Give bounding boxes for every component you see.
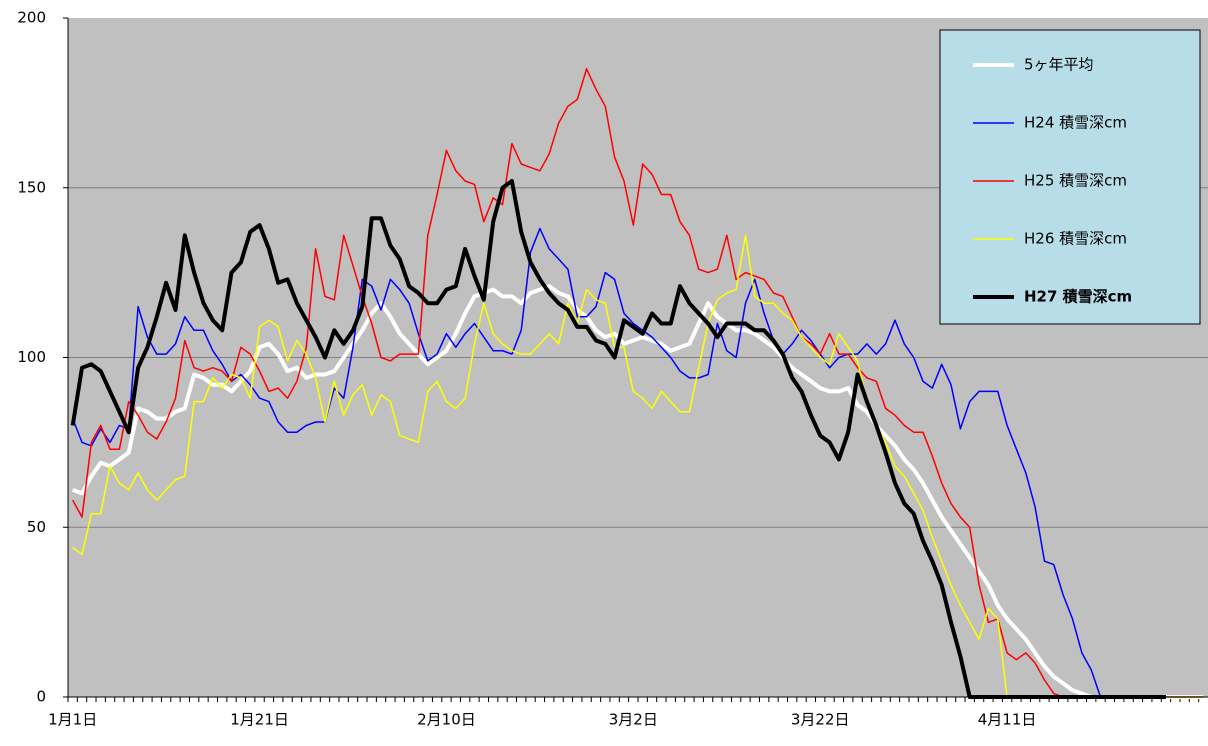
x-tick-label: 1月1日 [48,711,97,729]
legend-label: H24 積雪深cm [1024,114,1127,132]
y-tick-label: 100 [17,348,46,366]
y-tick-label: 50 [27,518,46,536]
legend-entry: H27 積雪深cm [973,288,1132,306]
legend-label: 5ヶ年平均 [1024,56,1094,74]
legend-entry: H26 積雪深cm [973,230,1127,248]
y-tick-label: 0 [36,688,46,706]
legend-entry: H25 積雪深cm [973,172,1127,190]
x-tick-label: 3月2日 [609,711,658,729]
legend-entry: 5ヶ年平均 [973,56,1094,74]
x-tick-label: 4月11日 [978,711,1037,729]
legend: 5ヶ年平均 H24 積雪深cm H25 積雪深cm H26 積雪深cm H27 積雪深c… [939,29,1201,325]
legend-label: H25 積雪深cm [1024,172,1127,190]
x-tick-label: 1月21日 [230,711,289,729]
x-tick-label: 3月22日 [791,711,850,729]
series-line [72,284,1204,699]
legend-box [939,29,1201,325]
legend-label: H27 積雪深cm [1024,288,1132,306]
legend-label: H26 積雪深cm [1024,230,1127,248]
y-tick-label: 150 [17,178,46,196]
legend-entry: H24 積雪深cm [973,114,1127,132]
y-tick-label: 200 [17,9,46,27]
series-line [72,68,1204,698]
x-tick-label: 2月10日 [417,711,476,729]
series-line [72,227,1204,698]
